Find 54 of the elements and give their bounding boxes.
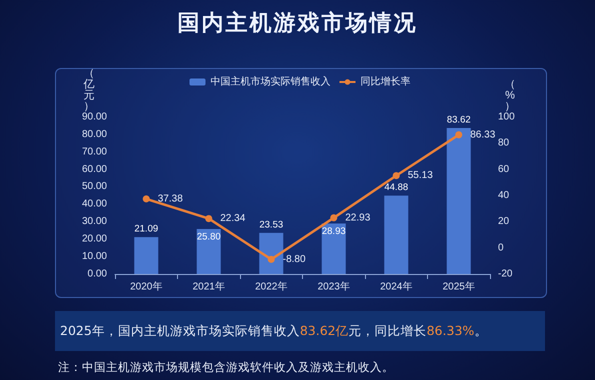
y2-tick-label: 20 bbox=[498, 216, 510, 228]
y-tick-label: 40.00 bbox=[82, 198, 108, 210]
x-tick-label: 2021年 bbox=[192, 280, 225, 292]
y2-tick-label: 60 bbox=[498, 164, 510, 175]
bar bbox=[446, 128, 471, 274]
y2-tick-label: 100 bbox=[498, 111, 516, 122]
bar bbox=[259, 232, 284, 274]
data-label: 21.09 bbox=[134, 224, 158, 235]
x-tick-label: 2020年 bbox=[130, 280, 162, 292]
y-tick-label: 60.00 bbox=[82, 164, 108, 175]
y-tick-label: 90.00 bbox=[82, 111, 108, 122]
y-tick-label: 70.00 bbox=[82, 146, 108, 158]
data-label: 83.62 bbox=[446, 114, 471, 126]
data-label: 86.33 bbox=[470, 129, 496, 140]
x-tick-label: 2023年 bbox=[318, 280, 350, 292]
x-tick-label: 2025年 bbox=[442, 280, 475, 292]
data-label: 22.34 bbox=[220, 213, 246, 224]
y-tick-label: 30.00 bbox=[82, 216, 108, 228]
data-label: 22.93 bbox=[345, 212, 371, 224]
x-tick-label: 2024年 bbox=[380, 280, 412, 292]
point bbox=[330, 214, 338, 222]
y-axis-title: （亿元） bbox=[82, 68, 94, 112]
data-label: 25.80 bbox=[196, 231, 221, 242]
y-tick-label: 50.00 bbox=[82, 181, 108, 192]
data-label: 55.13 bbox=[408, 170, 434, 182]
bar bbox=[322, 224, 346, 274]
y2-tick-label: 40 bbox=[498, 190, 510, 201]
data-label: 44.88 bbox=[384, 182, 408, 194]
y-tick-label: 0.00 bbox=[88, 268, 108, 280]
point bbox=[205, 215, 212, 222]
point bbox=[392, 172, 400, 180]
data-label: 28.93 bbox=[322, 226, 346, 237]
data-label: 23.53 bbox=[259, 219, 284, 230]
bar bbox=[134, 237, 158, 274]
point bbox=[268, 256, 275, 263]
point bbox=[455, 131, 462, 138]
data-label: 37.38 bbox=[158, 193, 184, 204]
bar bbox=[384, 196, 408, 274]
y-tick-label: 20.00 bbox=[82, 234, 108, 245]
y-tick-label: 80.00 bbox=[82, 128, 108, 140]
y2-tick-label: -20 bbox=[498, 268, 513, 280]
y2-axis-title: （%） bbox=[504, 78, 516, 112]
y2-tick-label: 80 bbox=[498, 138, 510, 149]
chart-title: 国内主机游戏市场情况 bbox=[176, 10, 418, 38]
bar bbox=[196, 228, 221, 274]
text: 注：中国主机游戏市场规模包含游戏软件收入及游戏主机收入。 bbox=[58, 360, 394, 375]
y-tick-label: 10.00 bbox=[82, 251, 108, 262]
legend-label: 同比增长率 bbox=[360, 76, 410, 88]
data-label: -8.80 bbox=[282, 254, 306, 265]
x-tick-label: 2022年 bbox=[255, 280, 288, 292]
y2-tick-label: 0 bbox=[498, 242, 504, 254]
legend-label: 中国主机市场实际销售收入 bbox=[210, 76, 330, 88]
text: 2025年，国内主机游戏市场实际销售收入83.62亿元，同比增长86.33%。 bbox=[60, 323, 488, 338]
point bbox=[142, 195, 150, 202]
